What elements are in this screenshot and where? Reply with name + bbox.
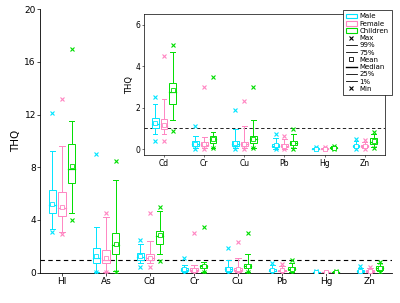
- Bar: [278, 270, 286, 271]
- Bar: [224, 268, 232, 271]
- Bar: [58, 192, 66, 216]
- Bar: [136, 253, 144, 259]
- Bar: [366, 270, 374, 271]
- Bar: [102, 250, 110, 264]
- Bar: [68, 144, 76, 183]
- Bar: [268, 269, 276, 271]
- Bar: [356, 270, 364, 271]
- Bar: [112, 233, 120, 254]
- Bar: [190, 268, 198, 271]
- Bar: [146, 254, 154, 260]
- Bar: [200, 265, 208, 268]
- Bar: [332, 271, 340, 272]
- Bar: [48, 190, 56, 213]
- Bar: [156, 231, 164, 244]
- Bar: [92, 248, 100, 264]
- Bar: [244, 264, 252, 268]
- Bar: [234, 268, 242, 271]
- Bar: [288, 268, 296, 270]
- Bar: [376, 266, 384, 270]
- Y-axis label: THQ: THQ: [12, 130, 22, 152]
- Legend: Male, Female, Children, Max, 99%, 75%, Mean, Median, 25%, 1%, Min: Male, Female, Children, Max, 99%, 75%, M…: [343, 10, 392, 95]
- Bar: [180, 268, 188, 271]
